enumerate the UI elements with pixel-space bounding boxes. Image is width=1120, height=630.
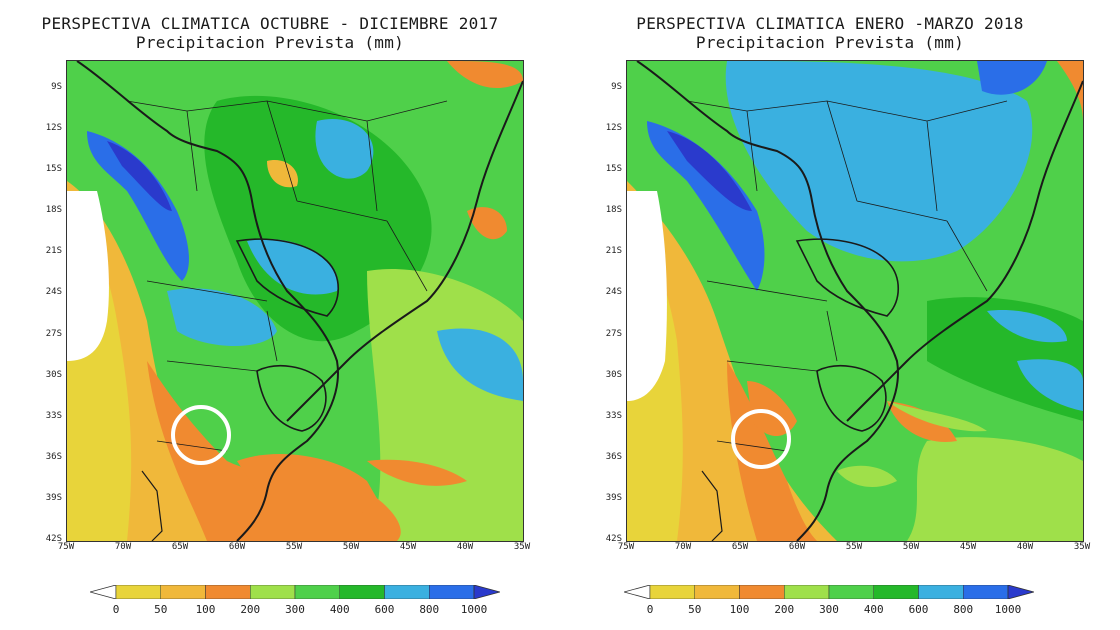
latitude-tick-label: 15S — [45, 164, 62, 175]
latitude-tick-label: 12S — [605, 123, 622, 134]
longitude-tick-label: 60W — [788, 542, 806, 552]
colorbar-label: 400 — [329, 603, 350, 616]
colorbar-segment — [160, 585, 206, 599]
colorbar-segment — [1007, 585, 1034, 599]
colorbar-segment — [339, 585, 385, 599]
latitude-tick-label: 36S — [605, 451, 622, 462]
longitude-tick-label: 40W — [456, 542, 474, 552]
longitude-tick-label: 65W — [171, 542, 189, 552]
colorbar-label: 200 — [240, 603, 261, 616]
colorbar — [90, 585, 500, 599]
colorbar-segment — [90, 585, 117, 599]
colorbar-segment — [384, 585, 430, 599]
longitude-tick-label: 55W — [845, 542, 863, 552]
longitude-tick-label: 55W — [285, 542, 303, 552]
latitude-tick-label: 27S — [605, 328, 622, 339]
colorbar-label: 200 — [774, 603, 795, 616]
colorbar-label: 800 — [419, 603, 440, 616]
colorbar-label: 1000 — [460, 603, 488, 616]
latitude-tick-label: 39S — [605, 492, 622, 503]
longitude-tick-label: 50W — [902, 542, 920, 552]
colorbar-segment — [828, 585, 874, 599]
colorbar-label: 800 — [953, 603, 974, 616]
map-title: PERSPECTIVA CLIMATICA ENERO -MARZO 2018 — [636, 14, 1024, 33]
colorbar-label: 1000 — [994, 603, 1022, 616]
latitude-tick-label: 24S — [605, 287, 622, 298]
latitude-tick-label: 12S — [45, 123, 62, 134]
colorbar-segment — [205, 585, 251, 599]
latitude-tick-label: 27S — [45, 328, 62, 339]
colorbar-segment — [873, 585, 919, 599]
colorbar-label: 600 — [374, 603, 395, 616]
colorbar-segment — [963, 585, 1009, 599]
longitude-tick-label: 65W — [731, 542, 749, 552]
highlight-circle — [171, 405, 231, 465]
map-subtitle: Precipitacion Prevista (mm) — [135, 33, 405, 52]
precipitation-map — [626, 60, 1084, 542]
latitude-tick-label: 39S — [45, 492, 62, 503]
colorbar-label: 400 — [863, 603, 884, 616]
colorbar-segment — [694, 585, 740, 599]
latitude-tick-label: 9S — [611, 82, 622, 92]
longitude-tick-label: 50W — [342, 542, 360, 552]
colorbar-label: 300 — [285, 603, 305, 616]
latitude-tick-label: 30S — [605, 369, 622, 380]
precipitation-field — [627, 61, 1083, 541]
colorbar-label: 0 — [112, 603, 120, 616]
latitude-tick-label: 18S — [605, 205, 622, 216]
longitude-tick-label: 45W — [959, 542, 977, 552]
map-panel-jan-mar-2018: PERSPECTIVA CLIMATICA ENERO -MARZO 2018 … — [560, 0, 1100, 630]
latitude-tick-label: 21S — [45, 246, 62, 257]
latitude-tick-label: 21S — [605, 246, 622, 257]
longitude-tick-label: 70W — [674, 542, 692, 552]
map-panel-oct-dec-2017: PERSPECTIVA CLIMATICA OCTUBRE - DICIEMBR… — [0, 0, 540, 630]
latitude-tick-label: 36S — [45, 451, 62, 462]
latitude-tick-label: 42S — [45, 534, 62, 544]
colorbar-segment — [649, 585, 695, 599]
colorbar-segment — [918, 585, 964, 599]
highlight-circle — [731, 409, 791, 469]
colorbar-label: 600 — [908, 603, 929, 616]
colorbar-segment — [624, 585, 651, 599]
colorbar-label: 50 — [688, 603, 702, 616]
map-title: PERSPECTIVA CLIMATICA OCTUBRE - DICIEMBR… — [41, 14, 499, 33]
longitude-tick-label: 75W — [617, 542, 635, 552]
colorbar-label: 100 — [729, 603, 750, 616]
colorbar-label: 50 — [154, 603, 168, 616]
colorbar-segment — [473, 585, 500, 599]
colorbar-segment — [294, 585, 340, 599]
colorbar-segment — [429, 585, 475, 599]
latitude-tick-label: 24S — [45, 287, 62, 298]
colorbar — [624, 585, 1034, 599]
precipitation-map — [66, 60, 524, 542]
colorbar-label: 100 — [195, 603, 216, 616]
latitude-tick-label: 9S — [51, 82, 62, 92]
latitude-tick-label: 18S — [45, 205, 62, 216]
longitude-tick-label: 75W — [57, 542, 75, 552]
longitude-tick-label: 45W — [399, 542, 417, 552]
colorbar-segment — [739, 585, 785, 599]
colorbar-label: 300 — [819, 603, 839, 616]
colorbar-segment — [250, 585, 296, 599]
map-subtitle: Precipitacion Prevista (mm) — [695, 33, 965, 52]
longitude-tick-label: 35W — [513, 542, 531, 552]
longitude-tick-label: 60W — [228, 542, 246, 552]
precipitation-field — [67, 61, 523, 541]
longitude-tick-label: 70W — [114, 542, 132, 552]
latitude-tick-label: 30S — [45, 369, 62, 380]
longitude-tick-label: 40W — [1016, 542, 1034, 552]
latitude-tick-label: 33S — [45, 410, 62, 421]
latitude-tick-label: 42S — [605, 534, 622, 544]
colorbar-segment — [115, 585, 161, 599]
latitude-tick-label: 33S — [605, 410, 622, 421]
colorbar-segment — [784, 585, 830, 599]
longitude-tick-label: 35W — [1073, 542, 1091, 552]
colorbar-label: 0 — [646, 603, 654, 616]
latitude-tick-label: 15S — [605, 164, 622, 175]
